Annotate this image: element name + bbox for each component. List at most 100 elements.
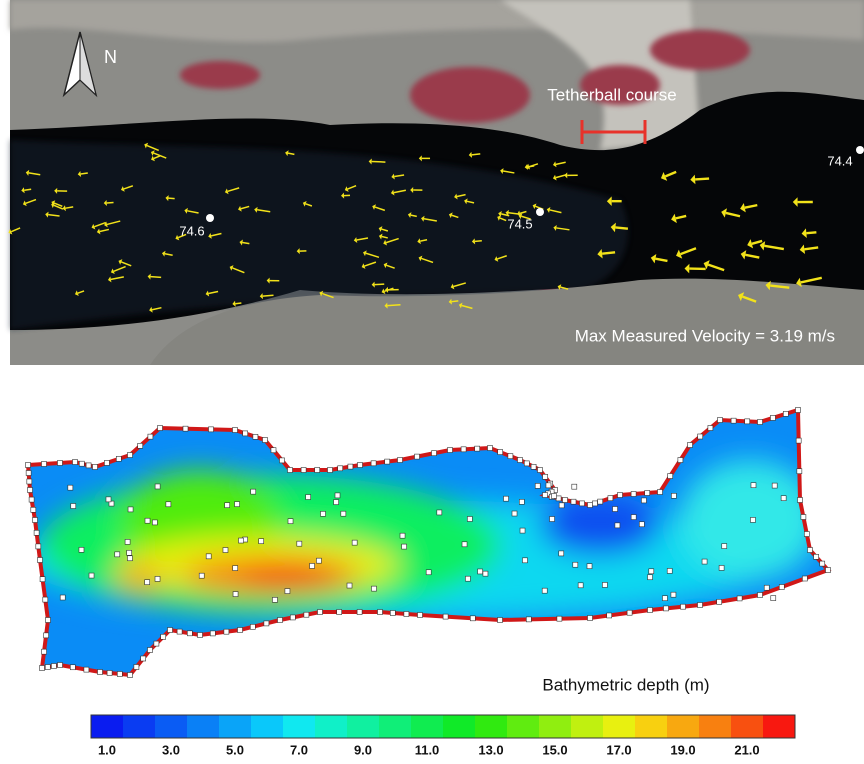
survey-point [771, 596, 776, 601]
survey-point [615, 523, 620, 528]
survey-point [127, 550, 132, 555]
survey-point [522, 558, 527, 563]
survey-point [253, 434, 258, 439]
survey-point [572, 484, 577, 489]
survey-point [58, 663, 63, 668]
survey-point [337, 610, 342, 615]
colorbar-tick-label: 11.0 [415, 742, 440, 757]
survey-point [60, 595, 65, 600]
survey-point [225, 503, 230, 508]
survey-point [288, 468, 293, 473]
survey-point [580, 501, 585, 506]
survey-point [551, 493, 556, 498]
survey-point [524, 461, 529, 466]
survey-point [535, 483, 540, 488]
point-marker [536, 208, 544, 216]
survey-point [297, 541, 302, 546]
survey-point [426, 570, 431, 575]
survey-point [398, 458, 403, 463]
survey-point [448, 448, 453, 453]
colorbar-tick-label: 19.0 [670, 742, 695, 757]
survey-point [702, 559, 707, 564]
survey-point [263, 438, 268, 443]
survey-point [390, 610, 395, 615]
survey-point [498, 618, 503, 623]
survey-point [641, 498, 646, 503]
survey-point [148, 648, 153, 653]
arrow-shaft [372, 161, 386, 162]
survey-point [671, 592, 676, 597]
survey-point [316, 558, 321, 563]
colorbar-tick-label: 15.0 [542, 742, 567, 757]
survey-point [797, 469, 802, 474]
survey-point [718, 418, 723, 423]
survey-point [588, 503, 593, 508]
colorbar-cell [539, 715, 572, 738]
survey-point [764, 585, 769, 590]
arrow-shaft [235, 303, 241, 304]
survey-point [264, 621, 269, 626]
survey-point [250, 624, 255, 629]
survey-point [106, 497, 111, 502]
survey-point [187, 631, 192, 636]
colorbar-cell [379, 715, 412, 738]
survey-point [607, 613, 612, 618]
survey-point [321, 511, 326, 516]
survey-point [804, 532, 809, 537]
survey-point [631, 515, 636, 520]
survey-point [251, 489, 256, 494]
survey-point [134, 665, 139, 670]
survey-point [814, 554, 819, 559]
survey-point [404, 611, 409, 616]
colorbar-cell [315, 715, 348, 738]
survey-point [148, 434, 153, 439]
survey-point [36, 544, 41, 549]
survey-point [678, 458, 683, 463]
survey-point [443, 614, 448, 619]
colorbar-tick-label: 1.0 [98, 742, 116, 757]
survey-point [288, 519, 293, 524]
survey-point [488, 446, 493, 451]
arrow-shaft [24, 189, 31, 190]
survey-point [418, 613, 423, 618]
survey-point [461, 447, 466, 452]
survey-point [588, 616, 593, 621]
survey-point [280, 458, 285, 463]
survey-point [415, 454, 420, 459]
survey-point [235, 502, 240, 507]
survey-point [290, 615, 295, 620]
colorbar-cell [731, 715, 764, 738]
survey-point [347, 583, 352, 588]
survey-point [681, 604, 686, 609]
survey-point [648, 608, 653, 613]
colorbar-cell [475, 715, 508, 738]
survey-point [73, 460, 78, 465]
survey-point [239, 538, 244, 543]
survey-point [667, 568, 672, 573]
survey-point [233, 592, 238, 597]
survey-point [475, 446, 480, 451]
survey-point [758, 593, 763, 598]
survey-point [224, 629, 229, 634]
survey-point [42, 649, 47, 654]
survey-point [598, 499, 603, 504]
survey-point [708, 426, 713, 431]
survey-point [304, 612, 309, 617]
survey-point [508, 454, 513, 459]
colorbar-tick-label: 5.0 [226, 742, 244, 757]
arrow-shaft [695, 179, 709, 180]
colorbar-tick-label: 9.0 [354, 742, 372, 757]
survey-point [57, 460, 62, 465]
survey-point [40, 666, 45, 671]
survey-point [631, 491, 636, 496]
survey-point [26, 463, 31, 468]
survey-point [402, 544, 407, 549]
arrow-shaft [806, 232, 816, 233]
survey-point [271, 448, 276, 453]
survey-point [89, 573, 94, 578]
survey-point [520, 528, 525, 533]
survey-point [559, 551, 564, 556]
survey-point [199, 573, 204, 578]
caption: Max Measured Velocity = 3.19 m/s [575, 326, 835, 345]
survey-point [341, 511, 346, 516]
